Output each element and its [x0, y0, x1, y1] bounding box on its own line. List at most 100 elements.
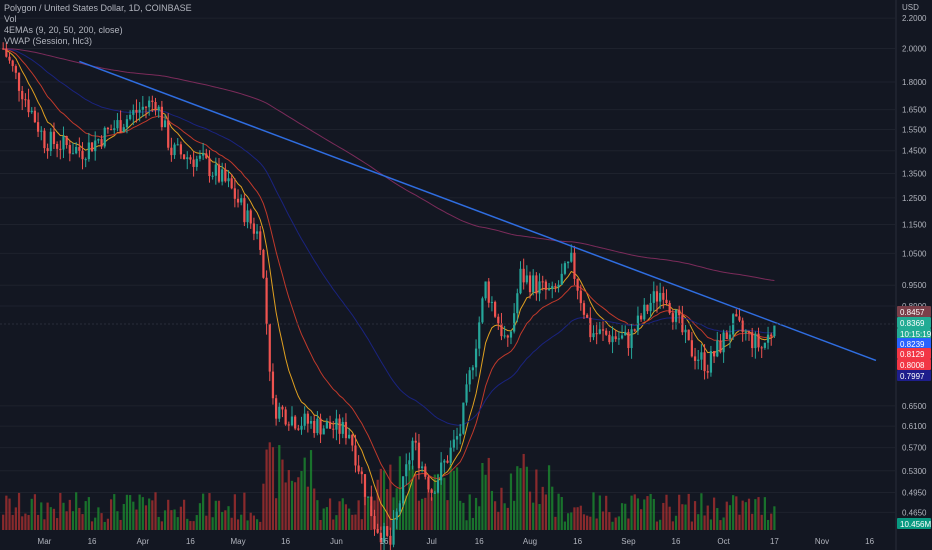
volume-bar — [643, 499, 646, 530]
volume-bar — [538, 503, 541, 530]
price-axis-panel[interactable] — [896, 0, 932, 550]
volume-bar — [8, 498, 11, 530]
volume-bar — [471, 517, 475, 530]
candle-body — [46, 148, 49, 152]
candle-body — [468, 370, 471, 385]
candle-body — [122, 127, 125, 133]
candle-body — [90, 142, 94, 152]
volume-bar — [198, 503, 202, 530]
candle-body — [481, 298, 484, 323]
volume-bar — [579, 505, 582, 530]
volume-indicator-label[interactable]: Vol — [4, 14, 17, 24]
candle-body — [576, 278, 579, 291]
candle-body — [56, 144, 59, 149]
candle-body — [639, 315, 643, 320]
volume-bar — [36, 514, 40, 530]
volume-bar — [433, 474, 436, 530]
price-tick-label: 2.2000 — [902, 14, 927, 23]
volume-bar — [90, 521, 94, 530]
volume-bar — [348, 508, 351, 530]
volume-bar — [751, 513, 754, 530]
volume-bar — [157, 516, 160, 530]
candle-body — [697, 359, 700, 361]
symbol-title[interactable]: Polygon / United States Dollar, 1D, COIN… — [4, 3, 192, 13]
price-axis-ticks: 2.2000 2.0000 1.8000 1.6500 1.5500 1.4500 1.35… — [902, 14, 927, 517]
volume-bar — [338, 501, 341, 530]
candle-body — [430, 489, 433, 493]
volume-bar — [554, 516, 557, 530]
candle-body — [300, 425, 303, 430]
candle-body — [500, 323, 503, 337]
candle-body — [627, 331, 630, 349]
candle-body — [516, 293, 519, 314]
volume-bar — [459, 500, 462, 530]
volume-bar — [284, 482, 287, 530]
price-tag-label: 0.8457 — [900, 308, 925, 317]
volume-bar — [605, 495, 608, 530]
candle-body — [690, 340, 693, 357]
volume-bar — [725, 501, 728, 530]
volume-bar — [411, 465, 414, 530]
time-tick-label: Sep — [621, 537, 636, 546]
candle-body — [306, 413, 309, 424]
candle-body — [367, 496, 370, 498]
volume-bar — [84, 501, 87, 530]
candle-body — [379, 532, 382, 543]
candle-body — [151, 100, 154, 103]
price-tag — [897, 338, 931, 349]
candle-body — [255, 231, 259, 234]
price-tag-label: 0.8369 — [900, 319, 925, 328]
volume-bar — [109, 499, 113, 530]
candle-body — [268, 323, 271, 372]
ema-indicator-label[interactable]: 4EMAs (9, 20, 50, 200, close) — [4, 25, 123, 35]
volume-bar — [144, 505, 148, 530]
price-tag — [897, 348, 931, 359]
time-tick-label: Mar — [38, 537, 52, 546]
price-tag-label: 0.8129 — [900, 350, 925, 359]
volume-bar — [303, 457, 306, 530]
candle-body — [687, 329, 690, 341]
time-tick-label: 16 — [186, 537, 195, 546]
candle-body — [167, 120, 170, 148]
trendline[interactable] — [79, 60, 877, 362]
volume-bar — [598, 495, 601, 530]
time-tick-label: 16 — [281, 537, 290, 546]
volume-bar — [341, 498, 344, 530]
volume-bar — [608, 512, 611, 530]
candle-body — [221, 169, 224, 182]
volume-bar — [233, 494, 236, 530]
volume-bar — [452, 470, 455, 530]
volume-bar — [360, 519, 363, 530]
volume-bars — [2, 442, 776, 530]
candle-body — [459, 433, 462, 437]
candle-body — [2, 48, 5, 50]
volume-bar — [766, 519, 770, 530]
volume-bar — [262, 483, 265, 530]
volume-bar — [186, 518, 189, 530]
volume-bar — [665, 494, 668, 530]
candle-body — [474, 348, 478, 368]
candle-body — [592, 333, 595, 338]
volume-bar — [62, 502, 65, 530]
candle-body — [49, 131, 52, 152]
volume-bar — [367, 496, 370, 530]
candle-body — [309, 420, 313, 424]
candle-body — [506, 335, 509, 338]
candle-body — [332, 428, 335, 430]
time-tick-label: Oct — [717, 537, 730, 546]
volume-bar — [287, 470, 290, 530]
candle-body — [719, 340, 722, 353]
candle-body — [427, 476, 430, 490]
volume-bar — [703, 515, 706, 530]
candle-body — [398, 503, 402, 512]
candle-body — [65, 135, 68, 146]
volume-bar — [297, 477, 300, 530]
vwap-indicator-label[interactable]: VWAP (Session, hlc3) — [4, 36, 93, 46]
volume-bar — [401, 489, 405, 530]
candle-body — [601, 329, 605, 331]
volume-bar — [249, 512, 252, 530]
candle-body — [100, 139, 103, 147]
candle-body — [544, 281, 547, 290]
volume-bar — [11, 514, 14, 530]
